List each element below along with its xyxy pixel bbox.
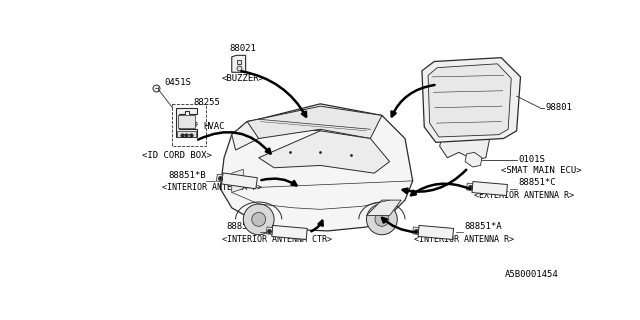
Polygon shape: [266, 227, 273, 234]
Polygon shape: [272, 225, 307, 239]
Text: 0451S: 0451S: [164, 77, 191, 87]
Text: <INTERIOR ANTENNA F>: <INTERIOR ANTENNA F>: [163, 183, 262, 192]
Text: <SMAT MAIN ECU>: <SMAT MAIN ECU>: [501, 166, 582, 175]
Polygon shape: [232, 114, 320, 150]
Text: 88851*B: 88851*B: [168, 171, 206, 180]
Text: <EXTERIOR ANTENNA R>: <EXTERIOR ANTENNA R>: [474, 191, 574, 200]
Polygon shape: [220, 104, 413, 231]
Polygon shape: [175, 108, 197, 137]
Text: 88851*A: 88851*A: [464, 222, 502, 231]
FancyArrowPatch shape: [241, 71, 306, 117]
Text: <INTERIOR ANTENNA CTR>: <INTERIOR ANTENNA CTR>: [221, 235, 332, 244]
Circle shape: [367, 204, 397, 235]
Polygon shape: [367, 200, 401, 215]
Polygon shape: [413, 227, 419, 234]
Polygon shape: [221, 173, 257, 189]
Circle shape: [243, 204, 274, 235]
Polygon shape: [422, 58, 520, 142]
Polygon shape: [216, 174, 223, 182]
Text: A5B0001454: A5B0001454: [505, 270, 559, 279]
Polygon shape: [259, 131, 390, 173]
Polygon shape: [428, 64, 511, 137]
Polygon shape: [247, 106, 382, 139]
Polygon shape: [232, 55, 246, 72]
FancyArrowPatch shape: [382, 218, 416, 232]
Text: 88851*D: 88851*D: [227, 222, 264, 231]
Polygon shape: [232, 169, 243, 192]
Text: <ID CORD BOX>: <ID CORD BOX>: [141, 151, 212, 160]
FancyArrowPatch shape: [392, 85, 435, 116]
Text: 0101S: 0101S: [518, 156, 545, 164]
Polygon shape: [465, 152, 482, 167]
FancyArrowPatch shape: [261, 179, 296, 185]
FancyArrowPatch shape: [311, 221, 323, 231]
Polygon shape: [177, 131, 196, 137]
Text: 88255: 88255: [193, 98, 220, 108]
Text: 98801: 98801: [545, 103, 572, 112]
Polygon shape: [418, 225, 454, 239]
Polygon shape: [467, 183, 473, 190]
FancyArrowPatch shape: [411, 184, 470, 195]
Text: HVAC: HVAC: [193, 122, 225, 131]
Polygon shape: [472, 181, 508, 196]
FancyBboxPatch shape: [178, 116, 195, 128]
FancyArrowPatch shape: [403, 170, 466, 193]
Text: <INTERIOR ANTENNA R>: <INTERIOR ANTENNA R>: [414, 235, 515, 244]
Polygon shape: [440, 73, 478, 119]
Text: <BUZZER>: <BUZZER>: [221, 74, 265, 83]
Circle shape: [375, 212, 389, 226]
Polygon shape: [440, 112, 490, 160]
Circle shape: [252, 212, 266, 226]
FancyArrowPatch shape: [198, 132, 271, 154]
Text: 88851*C: 88851*C: [518, 179, 556, 188]
Text: 88021: 88021: [230, 44, 256, 53]
